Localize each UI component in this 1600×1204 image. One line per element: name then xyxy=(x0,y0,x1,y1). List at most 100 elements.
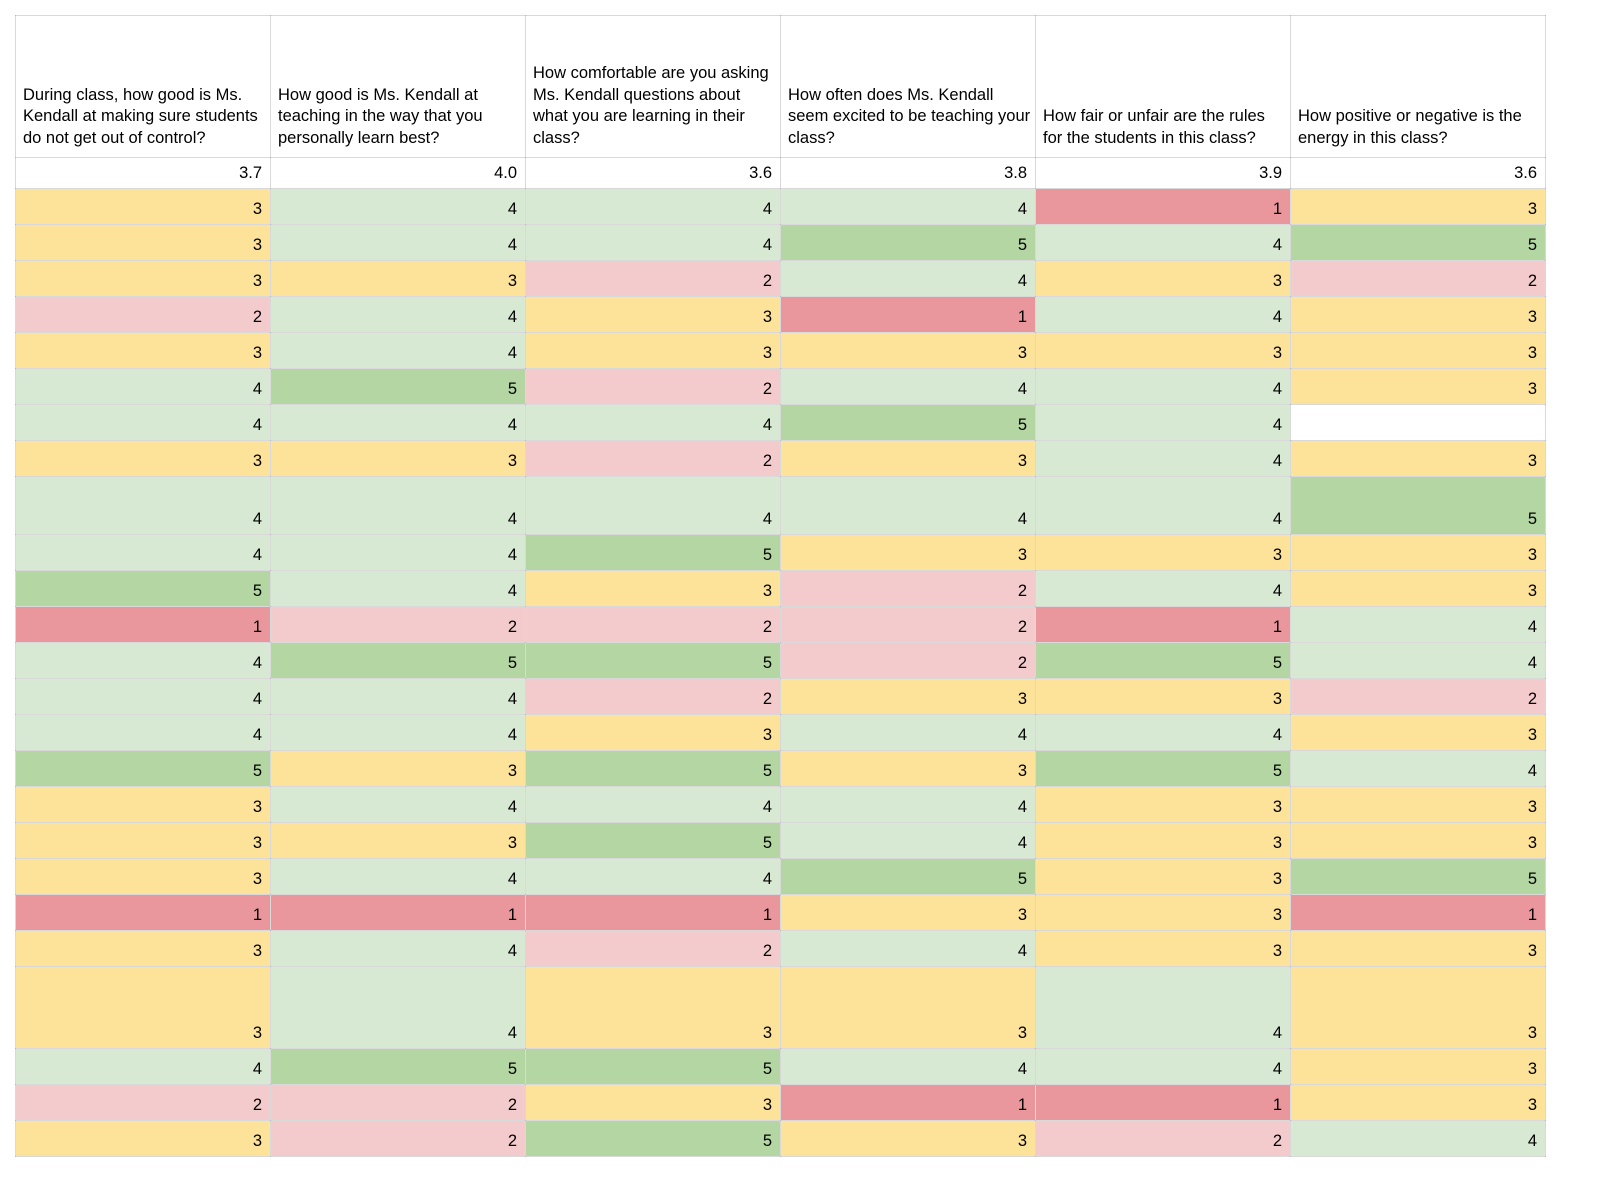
response-cell[interactable]: 2 xyxy=(525,260,781,297)
response-cell[interactable]: 5 xyxy=(525,1120,781,1157)
response-cell[interactable]: 4 xyxy=(15,1048,271,1085)
response-cell[interactable]: 3 xyxy=(1290,188,1546,225)
response-cell[interactable]: 5 xyxy=(525,642,781,679)
response-cell[interactable]: 3 xyxy=(1290,966,1546,1049)
response-cell[interactable]: 4 xyxy=(1035,296,1291,333)
response-cell[interactable]: 3 xyxy=(1290,296,1546,333)
response-cell[interactable]: 2 xyxy=(525,368,781,405)
response-cell[interactable]: 3 xyxy=(525,332,781,369)
response-cell[interactable]: 3 xyxy=(15,1120,271,1157)
response-cell[interactable]: 3 xyxy=(780,332,1036,369)
response-cell[interactable]: 1 xyxy=(1035,188,1291,225)
response-cell[interactable]: 4 xyxy=(1035,714,1291,751)
response-cell[interactable]: 3 xyxy=(1290,822,1546,859)
response-cell[interactable]: 5 xyxy=(525,822,781,859)
response-cell[interactable]: 2 xyxy=(525,440,781,477)
average-cell[interactable]: 3.8 xyxy=(780,157,1036,189)
response-cell[interactable]: 4 xyxy=(15,534,271,571)
response-cell[interactable]: 3 xyxy=(15,966,271,1049)
response-cell[interactable]: 1 xyxy=(525,894,781,931)
question-header-cell[interactable]: How good is Ms. Kendall at teaching in t… xyxy=(270,15,526,158)
response-cell[interactable]: 4 xyxy=(525,404,781,441)
response-cell[interactable]: 4 xyxy=(1035,440,1291,477)
response-cell[interactable]: 3 xyxy=(1290,368,1546,405)
response-cell[interactable]: 2 xyxy=(525,678,781,715)
response-cell[interactable]: 4 xyxy=(1035,966,1291,1049)
response-cell[interactable]: 4 xyxy=(1290,642,1546,679)
response-cell[interactable]: 3 xyxy=(15,332,271,369)
response-cell[interactable]: 2 xyxy=(270,1084,526,1121)
response-cell[interactable]: 3 xyxy=(1035,858,1291,895)
response-cell[interactable]: 4 xyxy=(15,678,271,715)
response-cell[interactable]: 3 xyxy=(780,678,1036,715)
response-cell[interactable]: 5 xyxy=(780,224,1036,261)
response-cell[interactable]: 5 xyxy=(525,534,781,571)
response-cell[interactable]: 3 xyxy=(1290,440,1546,477)
response-cell[interactable]: 3 xyxy=(1035,260,1291,297)
response-cell[interactable]: 4 xyxy=(1035,404,1291,441)
response-cell[interactable]: 4 xyxy=(15,368,271,405)
response-cell[interactable]: 1 xyxy=(15,894,271,931)
response-cell[interactable]: 2 xyxy=(1035,1120,1291,1157)
response-cell[interactable]: 3 xyxy=(1035,822,1291,859)
response-cell[interactable]: 1 xyxy=(1035,606,1291,643)
response-cell[interactable]: 4 xyxy=(15,714,271,751)
response-cell[interactable]: 5 xyxy=(1290,858,1546,895)
response-cell[interactable]: 4 xyxy=(780,822,1036,859)
response-cell[interactable]: 2 xyxy=(15,296,271,333)
response-cell[interactable]: 3 xyxy=(1290,786,1546,823)
response-cell[interactable]: 2 xyxy=(1290,678,1546,715)
response-cell[interactable]: 4 xyxy=(1035,368,1291,405)
response-cell[interactable]: 3 xyxy=(780,966,1036,1049)
response-cell[interactable]: 4 xyxy=(780,260,1036,297)
question-header-cell[interactable]: During class, how good is Ms. Kendall at… xyxy=(15,15,271,158)
response-cell[interactable]: 4 xyxy=(270,714,526,751)
response-cell[interactable]: 4 xyxy=(1290,1120,1546,1157)
response-cell[interactable]: 3 xyxy=(270,822,526,859)
response-cell[interactable]: 3 xyxy=(1290,332,1546,369)
response-cell[interactable]: 3 xyxy=(1290,714,1546,751)
response-cell[interactable]: 4 xyxy=(15,476,271,535)
response-cell[interactable]: 3 xyxy=(780,1120,1036,1157)
response-cell[interactable]: 3 xyxy=(15,440,271,477)
response-cell[interactable]: 3 xyxy=(1290,1048,1546,1085)
response-cell[interactable]: 3 xyxy=(15,858,271,895)
response-cell[interactable]: 4 xyxy=(270,188,526,225)
response-cell[interactable]: 2 xyxy=(525,930,781,967)
response-cell[interactable]: 3 xyxy=(525,296,781,333)
response-cell[interactable]: 2 xyxy=(780,642,1036,679)
response-cell[interactable]: 2 xyxy=(270,606,526,643)
response-cell[interactable]: 1 xyxy=(15,606,271,643)
response-cell[interactable]: 3 xyxy=(780,750,1036,787)
response-cell[interactable]: 2 xyxy=(1290,260,1546,297)
response-cell[interactable]: 3 xyxy=(15,786,271,823)
response-cell[interactable]: 1 xyxy=(270,894,526,931)
response-cell[interactable]: 4 xyxy=(780,714,1036,751)
response-cell[interactable]: 5 xyxy=(1035,750,1291,787)
response-cell[interactable]: 4 xyxy=(780,786,1036,823)
response-cell[interactable]: 4 xyxy=(270,678,526,715)
average-cell[interactable]: 3.6 xyxy=(1290,157,1546,189)
response-cell[interactable]: 3 xyxy=(15,260,271,297)
response-cell[interactable]: 4 xyxy=(270,404,526,441)
response-cell[interactable]: 4 xyxy=(270,476,526,535)
response-cell[interactable]: 5 xyxy=(15,570,271,607)
response-cell[interactable]: 5 xyxy=(1290,224,1546,261)
response-cell[interactable]: 4 xyxy=(270,858,526,895)
response-cell[interactable]: 5 xyxy=(15,750,271,787)
response-cell[interactable]: 5 xyxy=(780,858,1036,895)
response-cell[interactable]: 5 xyxy=(270,1048,526,1085)
response-cell[interactable]: 4 xyxy=(1290,750,1546,787)
response-cell[interactable]: 3 xyxy=(780,440,1036,477)
response-cell[interactable]: 4 xyxy=(525,476,781,535)
question-header-cell[interactable]: How fair or unfair are the rules for the… xyxy=(1035,15,1291,158)
response-cell[interactable]: 4 xyxy=(525,786,781,823)
response-cell[interactable]: 3 xyxy=(1035,894,1291,931)
response-cell[interactable]: 4 xyxy=(270,332,526,369)
average-cell[interactable]: 3.7 xyxy=(15,157,271,189)
response-cell[interactable]: 3 xyxy=(15,224,271,261)
response-cell[interactable]: 3 xyxy=(780,534,1036,571)
response-cell[interactable]: 4 xyxy=(1035,1048,1291,1085)
question-header-cell[interactable]: How often does Ms. Kendall seem excited … xyxy=(780,15,1036,158)
response-cell[interactable]: 4 xyxy=(780,1048,1036,1085)
